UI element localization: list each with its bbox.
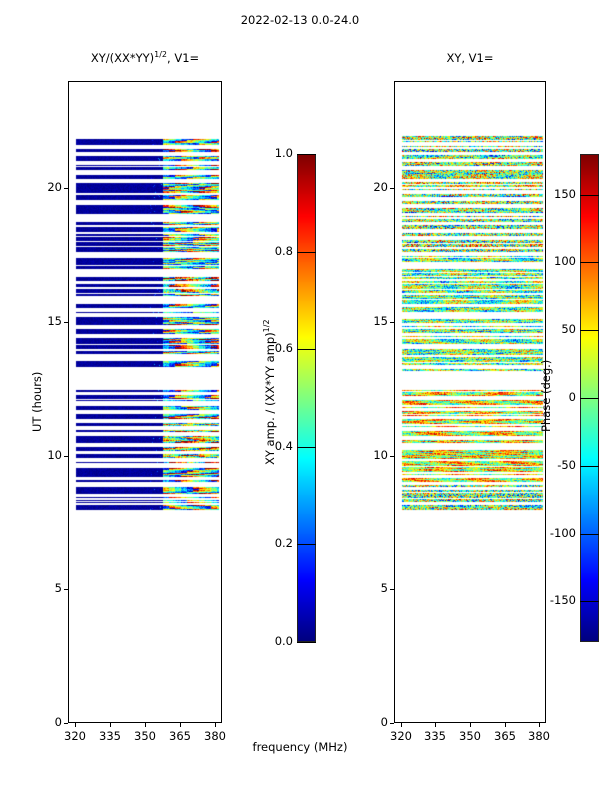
phase-cbar-tick-label-0: 0 (568, 390, 576, 404)
amplitude-xtick-335 (110, 723, 111, 727)
phase-xtick-label-365: 365 (494, 729, 516, 743)
frequency-axis-label: frequency (MHz) (252, 740, 348, 754)
amplitude-ytick-5 (64, 589, 68, 590)
phase-xtick-335 (435, 723, 436, 727)
phase-xtick-380 (539, 723, 540, 727)
phase-cbar-tick-label--150: -150 (549, 593, 576, 607)
phase-xtick-320 (401, 723, 402, 727)
phase-xtick-label-335: 335 (424, 729, 446, 743)
amplitude-ytick-15 (64, 322, 68, 323)
amplitude-cbar-tick-0.0 (297, 642, 316, 643)
amplitude-xtick-320 (75, 723, 76, 727)
phase-cbar-tick-label-50: 50 (561, 322, 576, 336)
amplitude-xtick-label-380: 380 (204, 729, 226, 743)
amplitude-xtick-label-350: 350 (134, 729, 156, 743)
phase-ytick-20 (390, 188, 394, 189)
phase-cbar-tick--150 (580, 601, 599, 602)
phase-cbar-tick-50 (580, 330, 599, 331)
amplitude-cbar-tick-label-0.8: 0.8 (274, 244, 293, 258)
amplitude-cbar-tick-label-0.0: 0.0 (274, 634, 293, 648)
amplitude-xtick-label-365: 365 (169, 729, 191, 743)
amplitude-ytick-label-15: 15 (47, 314, 62, 328)
phase-ytick-label-5: 5 (380, 581, 388, 595)
phase-xtick-label-320: 320 (390, 729, 412, 743)
amplitude-cbar-tick-label-0.4: 0.4 (274, 439, 293, 453)
amplitude-cbar-tick-0.6 (297, 349, 316, 350)
phase-ytick-label-10: 10 (373, 448, 388, 462)
phase-ytick-label-0: 0 (380, 715, 388, 729)
amplitude-xtick-label-320: 320 (64, 729, 86, 743)
amplitude-ytick-label-10: 10 (47, 448, 62, 462)
phase-ytick-5 (390, 589, 394, 590)
amplitude-cbar-tick-label-1.0: 1.0 (274, 146, 293, 160)
phase-ytick-10 (390, 456, 394, 457)
phase-panel-title-main: XY, V1= (446, 50, 494, 65)
amplitude-xtick-380 (215, 723, 216, 727)
amplitude-ytick-0 (64, 723, 68, 724)
figure-suptitle: 2022-02-13 0.0-24.0 (240, 13, 360, 27)
amplitude-xtick-label-335: 335 (99, 729, 121, 743)
amplitude-colorbar-gradient (298, 155, 315, 641)
phase-cbar-tick-label-100: 100 (554, 254, 576, 268)
phase-panel-title: XY, V1= (394, 50, 546, 65)
phase-xtick-365 (505, 723, 506, 727)
amplitude-panel-title: XY/(XX*YY)1/2, V1= (68, 50, 222, 65)
amplitude-cbar-tick-label-0.2: 0.2 (274, 536, 293, 550)
phase-panel[interactable] (394, 81, 546, 723)
phase-cbar-tick-label-150: 150 (554, 187, 576, 201)
amplitude-cbar-tick-label-0.6: 0.6 (274, 341, 293, 355)
phase-cbar-tick-label--50: -50 (557, 458, 576, 472)
phase-ytick-label-15: 15 (373, 314, 388, 328)
phase-ytick-0 (390, 723, 394, 724)
amplitude-panel-title-main: XY/(XX*YY) (90, 50, 155, 65)
phase-cbar-tick-150 (580, 195, 599, 196)
amplitude-xtick-365 (180, 723, 181, 727)
phase-cbar-tick-label--100: -100 (549, 526, 576, 540)
amplitude-colorbar-label-exponent: 1/2 (262, 319, 271, 333)
amplitude-ytick-label-5: 5 (54, 581, 62, 595)
amplitude-ratio-panel[interactable] (68, 81, 222, 723)
amplitude-ytick-label-0: 0 (54, 715, 62, 729)
amplitude-ytick-label-20: 20 (47, 180, 62, 194)
amplitude-ytick-20 (64, 188, 68, 189)
phase-xtick-label-350: 350 (459, 729, 481, 743)
phase-xtick-label-380: 380 (528, 729, 550, 743)
phase-ytick-15 (390, 322, 394, 323)
phase-cbar-tick--100 (580, 534, 599, 535)
amplitude-heatmap-canvas (69, 82, 221, 722)
amplitude-xtick-350 (145, 723, 146, 727)
amplitude-cbar-tick-0.2 (297, 544, 316, 545)
amplitude-cbar-tick-0.4 (297, 447, 316, 448)
phase-cbar-tick--50 (580, 466, 599, 467)
amplitude-cbar-tick-1.0 (297, 154, 316, 155)
amplitude-cbar-tick-0.8 (297, 252, 316, 253)
phase-cbar-tick-100 (580, 262, 599, 263)
phase-heatmap-canvas (395, 82, 545, 722)
phase-xtick-350 (470, 723, 471, 727)
amplitude-panel-title-rest: , V1= (167, 50, 200, 65)
amplitude-ytick-10 (64, 456, 68, 457)
phase-ytick-label-20: 20 (373, 180, 388, 194)
amplitude-panel-title-exponent: 1/2 (154, 50, 168, 59)
phase-cbar-tick-0 (580, 398, 599, 399)
amplitude-panel-ylabel: UT (hours) (30, 371, 44, 432)
amplitude-colorbar[interactable] (297, 154, 316, 642)
